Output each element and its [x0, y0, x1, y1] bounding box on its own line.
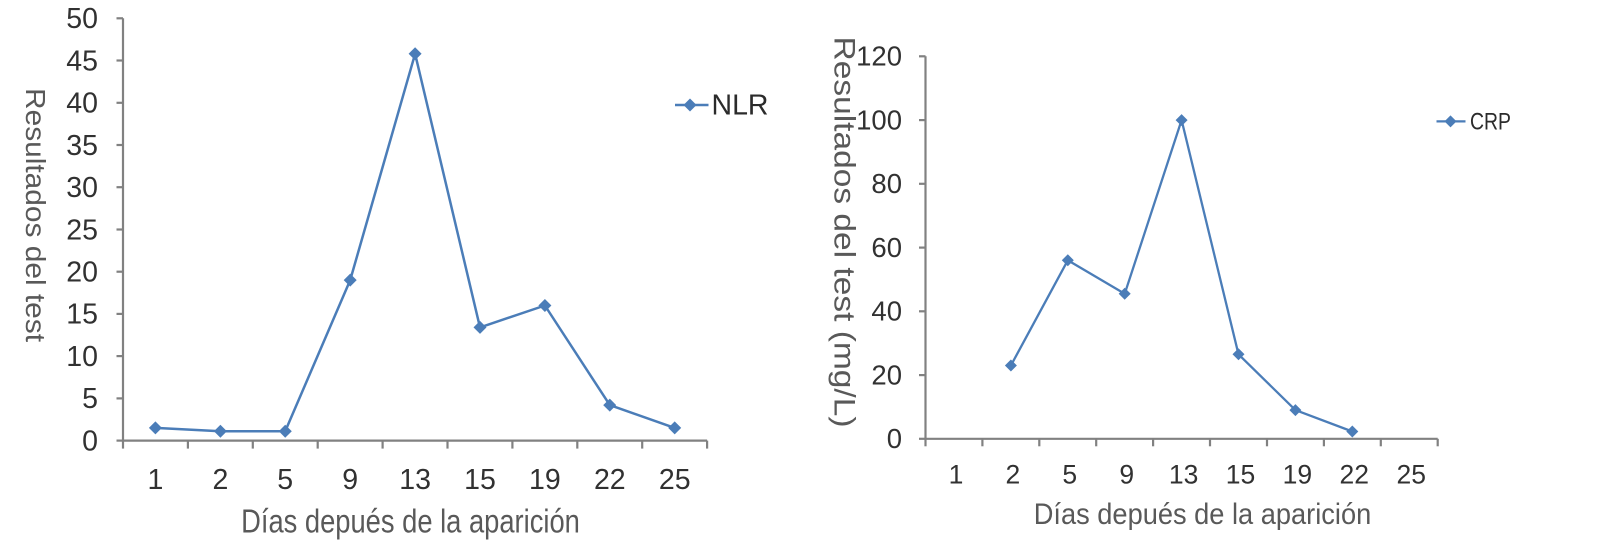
svg-text:5: 5	[1062, 459, 1077, 489]
svg-text:1: 1	[949, 459, 964, 489]
svg-text:25: 25	[1396, 459, 1425, 489]
svg-text:19: 19	[1283, 459, 1312, 489]
svg-text:2: 2	[212, 464, 228, 496]
svg-text:60: 60	[871, 232, 902, 263]
svg-text:20: 20	[66, 257, 98, 289]
svg-text:0: 0	[887, 423, 902, 454]
svg-text:15: 15	[1226, 459, 1255, 489]
svg-text:19: 19	[529, 464, 561, 496]
svg-text:Resultados del test (mg/L): Resultados del test (mg/L)	[828, 37, 861, 428]
svg-text:15: 15	[66, 299, 98, 331]
svg-text:30: 30	[66, 172, 98, 204]
svg-text:10: 10	[66, 341, 98, 373]
svg-text:120: 120	[856, 41, 902, 72]
svg-text:CRP: CRP	[1470, 108, 1511, 135]
svg-text:50: 50	[66, 3, 98, 35]
svg-text:40: 40	[66, 88, 98, 120]
svg-text:22: 22	[594, 464, 626, 496]
svg-text:15: 15	[464, 464, 496, 496]
svg-text:5: 5	[82, 383, 98, 415]
svg-text:80: 80	[871, 168, 902, 199]
svg-text:25: 25	[659, 464, 691, 496]
svg-text:25: 25	[66, 214, 98, 246]
svg-text:13: 13	[399, 464, 431, 496]
svg-text:2: 2	[1006, 459, 1021, 489]
svg-text:0: 0	[82, 425, 98, 457]
svg-text:9: 9	[342, 464, 358, 496]
svg-text:5: 5	[277, 464, 293, 496]
svg-text:35: 35	[66, 130, 98, 162]
svg-text:Resultados del test: Resultados del test	[20, 88, 51, 342]
svg-text:100: 100	[856, 104, 902, 135]
svg-text:NLR: NLR	[712, 89, 769, 121]
svg-text:Días depués de la aparición: Días depués de la aparición	[241, 503, 580, 540]
svg-text:1: 1	[147, 464, 163, 496]
svg-text:20: 20	[871, 359, 902, 390]
svg-text:45: 45	[66, 45, 98, 77]
svg-text:9: 9	[1119, 459, 1134, 489]
svg-text:Días depués de la aparición: Días depués de la aparición	[1034, 498, 1372, 531]
svg-text:13: 13	[1169, 459, 1198, 489]
svg-text:40: 40	[871, 296, 902, 327]
svg-text:22: 22	[1340, 459, 1369, 489]
